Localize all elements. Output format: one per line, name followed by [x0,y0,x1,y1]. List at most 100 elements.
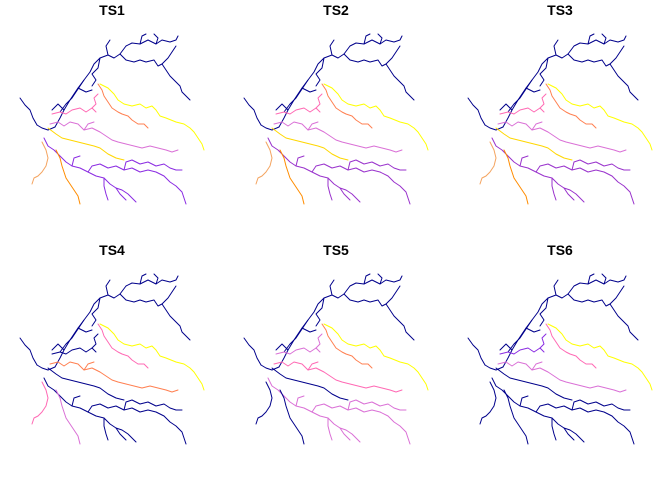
river-reach [19,97,38,126]
river-reach [103,177,109,201]
river-reach [531,121,543,131]
river-reach [321,323,373,369]
river-reach [273,361,403,393]
river-reach [343,53,415,101]
river-reach [119,53,191,101]
river-reach [55,149,81,205]
river-reach [51,107,97,115]
river-reach [97,83,149,129]
river-reach [499,103,513,111]
river-reach [91,93,99,109]
panel-title: TS2 [323,2,349,18]
river-reach [51,343,65,351]
river-reach [51,347,97,355]
river-reach [51,103,65,111]
river-reach [273,121,403,153]
river-reach [339,427,351,441]
river-reach [343,35,403,55]
river-reach [161,45,177,65]
river-reach [91,57,101,87]
river-reach [119,293,191,341]
river-reach [347,399,407,411]
river-reach [295,395,305,407]
river-reach [54,293,121,368]
river-reach [507,79,533,113]
river-reach [55,389,81,445]
river-reach [553,39,559,56]
river-reach [547,83,653,151]
river-reach [315,333,323,349]
panel-title: TS5 [323,242,349,258]
river-reach [467,337,486,366]
river-reach [49,361,179,393]
river-reach [275,347,321,355]
river-reach [323,83,429,151]
river-reach [539,93,547,109]
river-reach [36,124,56,131]
river-reach [343,275,403,295]
river-reach [363,273,371,285]
river-reach [283,79,309,113]
panel-title: TS6 [547,242,573,258]
river-network-map [243,273,429,445]
river-reach [495,367,573,401]
river-reach [551,417,557,441]
river-reach [275,107,321,115]
river-reach [479,141,497,185]
river-reach [19,337,38,366]
river-reach [153,33,159,45]
river-reach [83,121,95,131]
river-reach [267,377,361,443]
river-reach [91,297,101,327]
river-reach [315,93,323,109]
river-reach [571,159,631,171]
river-reach [539,297,549,327]
river-reach [271,127,349,161]
river-reach [495,127,573,161]
river-reach [323,323,429,391]
river-reach [497,121,627,153]
river-reach [329,39,335,56]
river-reach [479,381,497,425]
river-reach [499,347,545,355]
map-panel-ts3: TS3 [448,0,672,240]
river-reach [502,53,569,128]
river-reach [519,395,529,407]
river-reach [491,377,585,443]
river-reach [139,273,147,285]
river-reach [503,389,529,445]
river-reach [539,333,547,349]
river-reach [139,33,147,45]
river-reach [601,33,607,45]
river-reach [31,381,49,425]
river-reach [87,163,187,205]
river-reach [115,187,127,201]
river-reach [484,364,504,371]
river-reach [519,155,529,167]
river-network-map [467,273,653,445]
river-reach [301,327,317,333]
river-reach [377,33,383,45]
river-reach [327,177,333,201]
river-reach [119,275,179,295]
river-reach [329,279,335,296]
river-reach [271,367,349,401]
river-reach [571,399,631,411]
river-network-map [19,273,205,445]
river-reach [563,427,575,441]
river-reach [279,149,305,205]
river-reach [315,297,325,327]
river-reach [347,159,407,171]
river-reach [31,141,49,185]
river-reach [339,187,351,201]
river-reach [499,343,513,351]
river-reach [531,361,543,371]
river-reach [83,361,95,371]
river-reach [243,337,262,366]
river-reach [243,97,262,126]
river-reach [535,163,635,205]
river-reach [47,127,125,161]
river-reach [91,333,99,349]
river-reach [260,364,280,371]
river-reach [87,403,187,445]
